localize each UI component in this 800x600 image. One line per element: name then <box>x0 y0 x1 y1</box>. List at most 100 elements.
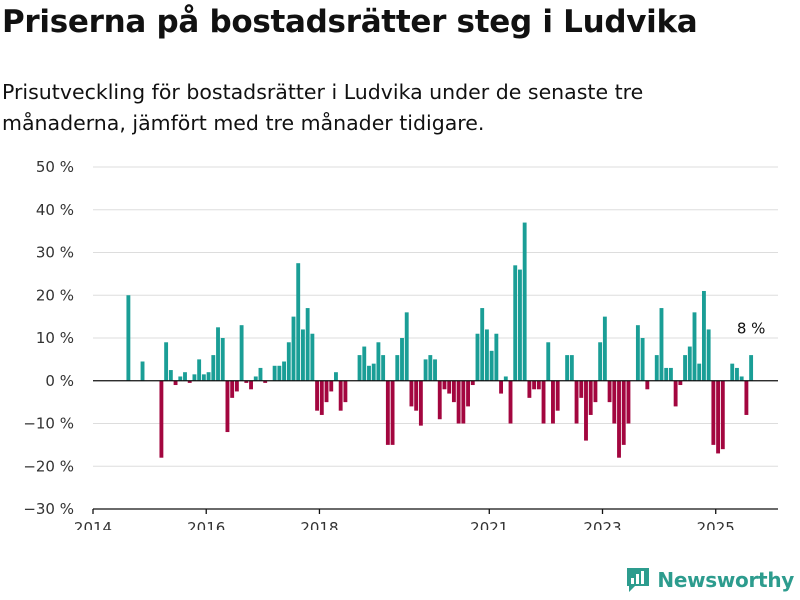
bar <box>522 222 527 381</box>
bar <box>371 363 376 381</box>
bar <box>216 327 220 381</box>
bar <box>220 338 225 381</box>
bar <box>626 380 631 424</box>
bar <box>579 380 584 398</box>
bar <box>291 316 296 381</box>
bar <box>206 372 211 381</box>
bar <box>697 363 702 381</box>
bar <box>239 325 244 381</box>
bar <box>324 380 329 403</box>
bar <box>555 380 560 411</box>
bar <box>258 367 263 381</box>
bar <box>296 263 301 381</box>
y-tick-label: 50 % <box>36 158 74 176</box>
bar <box>475 333 480 381</box>
bar <box>253 376 258 381</box>
bar <box>739 376 744 381</box>
bar <box>602 316 607 381</box>
bar <box>140 361 145 381</box>
bar <box>489 350 494 381</box>
bar <box>513 265 518 381</box>
bar <box>588 380 593 415</box>
newsworthy-branding: Newsworthy <box>625 566 794 594</box>
bar <box>565 355 570 381</box>
bar <box>437 380 442 420</box>
newsworthy-logo-icon <box>627 568 650 592</box>
x-tick-label: 2023 <box>583 519 621 530</box>
bar <box>404 312 409 381</box>
bar <box>451 380 456 403</box>
bar <box>706 329 711 381</box>
bar <box>645 380 650 390</box>
y-tick-label: −20 % <box>23 457 74 475</box>
bar <box>716 380 721 454</box>
bar <box>659 308 664 381</box>
bar <box>744 380 749 415</box>
bar <box>527 380 532 398</box>
bar <box>230 380 235 398</box>
bar <box>305 308 310 381</box>
bar <box>423 359 428 381</box>
bar <box>183 372 187 381</box>
bar <box>362 346 367 381</box>
x-tick-label: 2018 <box>300 519 338 530</box>
bar <box>168 370 173 381</box>
bar <box>367 365 371 381</box>
bar <box>315 380 320 411</box>
bar <box>329 380 334 392</box>
bar <box>484 329 489 381</box>
bar <box>687 346 692 381</box>
bar <box>574 380 579 424</box>
bar <box>447 380 452 394</box>
bar <box>225 380 230 433</box>
bar <box>749 355 754 381</box>
bar <box>612 380 617 424</box>
gridlines <box>93 166 778 467</box>
y-tick-label: −30 % <box>23 500 74 518</box>
bar <box>673 380 678 407</box>
bar <box>551 380 555 424</box>
bar <box>621 380 626 445</box>
bar <box>494 333 499 381</box>
y-tick-label: 30 % <box>36 244 74 262</box>
bar <box>178 376 183 381</box>
y-tick-label: 0 % <box>45 372 74 390</box>
bar <box>546 342 551 381</box>
bar <box>126 295 131 381</box>
last-value-annotation: 8 % <box>737 320 766 338</box>
bar <box>395 355 400 381</box>
bar <box>159 380 164 458</box>
bar <box>607 380 612 403</box>
bar <box>272 365 277 381</box>
bar <box>702 290 706 381</box>
x-tick-label: 2016 <box>187 519 225 530</box>
bar <box>414 380 419 411</box>
bar <box>173 380 178 386</box>
bar <box>503 376 508 381</box>
bar <box>343 380 348 403</box>
y-axis-tick-labels: −30 % −20 % −10 % 0 % 10 % 20 % 30 % 40 % 50 % <box>23 158 74 518</box>
bar <box>735 367 739 381</box>
bar <box>584 380 588 441</box>
chart-subtitle: Prisutveckling för bostadsrätter i Ludvi… <box>2 80 644 135</box>
bar <box>711 380 716 445</box>
bar <box>692 312 697 381</box>
bar <box>234 380 239 392</box>
bar <box>409 380 414 407</box>
bar <box>334 372 338 381</box>
bar <box>381 355 386 381</box>
x-tick-label: 2021 <box>470 519 508 530</box>
bar <box>466 380 470 407</box>
x-tick-label: 2014 <box>74 519 112 530</box>
bar <box>635 325 640 381</box>
bar <box>357 355 362 381</box>
bar <box>385 380 390 445</box>
bar <box>518 269 522 381</box>
bar <box>456 380 461 424</box>
bar <box>282 361 286 381</box>
bar <box>640 338 645 381</box>
bar <box>683 355 687 381</box>
bar <box>244 380 249 383</box>
y-tick-label: 20 % <box>36 286 74 304</box>
bar <box>499 380 504 394</box>
